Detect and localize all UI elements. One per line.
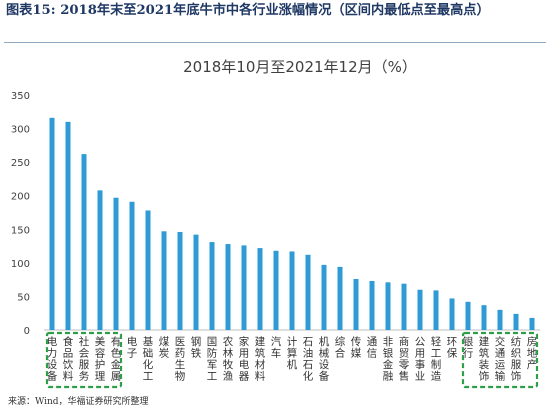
x-tick-label: 电子 (127, 335, 138, 360)
x-tick-label: 计算机 (287, 335, 298, 371)
x-tick-label: 非银金融 (383, 336, 394, 383)
bar (81, 154, 87, 330)
y-tick-label: 50 (17, 292, 30, 303)
x-tick-label: 银行 (463, 335, 474, 360)
x-tick-label: 钢铁 (191, 335, 202, 360)
y-tick-label: 100 (11, 259, 30, 270)
y-tick-label: 200 (11, 192, 30, 203)
bar (481, 305, 487, 330)
bar (497, 309, 503, 330)
x-tick-label: 通信 (367, 336, 378, 360)
highlight-box-top (45, 331, 123, 389)
source-note: 来源：Wind，华福证券研究所整理 (8, 397, 149, 407)
x-tick-label: 煤炭 (159, 335, 170, 360)
x-tick-label: 美容护理 (95, 335, 106, 383)
heading-divider (4, 42, 546, 43)
bar (273, 250, 279, 330)
x-tick-label: 机械设备 (319, 335, 330, 383)
bar (241, 245, 247, 330)
x-tick-label: 医药生物 (175, 336, 186, 383)
bar (65, 121, 71, 330)
bar (177, 231, 183, 330)
x-tick-label: 农林牧渔 (223, 335, 234, 383)
y-tick-label: 0 (24, 326, 30, 337)
bar (417, 289, 423, 330)
bar (305, 254, 311, 330)
bar (529, 317, 535, 330)
bar (449, 298, 455, 330)
bar (465, 301, 471, 330)
bar (161, 231, 167, 330)
bar (289, 251, 295, 330)
figure-title: 2018年末至2021年底牛市中各行业涨幅情况（区间内最低点至最高点） (60, 3, 490, 18)
bar (385, 282, 391, 330)
bar (113, 197, 119, 330)
highlight-boxes (45, 331, 539, 389)
x-tick-label: 基础化工 (143, 335, 154, 383)
bar (433, 290, 439, 330)
x-tick-label: 国防军工 (207, 336, 218, 383)
x-tick-label: 建筑材料 (255, 335, 266, 383)
x-tick-label: 电力设备 (47, 335, 58, 383)
bar (209, 242, 215, 330)
x-tick-label: 环保 (447, 336, 458, 360)
bar-series (49, 117, 535, 330)
bar (225, 244, 231, 330)
x-tick-label: 汽车 (271, 335, 282, 360)
x-tick-label: 建筑装饰 (479, 335, 490, 383)
x-tick-label: 轻工制造 (431, 335, 442, 383)
y-tick-label: 350 (11, 91, 30, 102)
x-tick-label: 商贸零售 (399, 335, 410, 383)
bar (513, 313, 519, 330)
x-axis-labels: 电力设备食品饮料社会服务美容护理有色金属电子基础化工煤炭医药生物钢铁国防军工农林… (47, 335, 538, 383)
y-tick-label: 150 (11, 225, 30, 236)
highlight-box-bottom (461, 331, 539, 389)
bar (129, 201, 135, 330)
bar (321, 264, 327, 330)
bar (369, 280, 375, 330)
y-tick-label: 250 (11, 158, 30, 169)
y-tick-label: 300 (11, 125, 30, 136)
x-tick-label: 食品饮料 (63, 335, 74, 383)
bar (97, 190, 103, 330)
figure-label: 图表15: (6, 3, 56, 18)
x-tick-label: 纺织服饰 (511, 335, 522, 383)
x-tick-label: 综合 (335, 335, 346, 360)
figure-heading: 图表15: 2018年末至2021年底牛市中各行业涨幅情况（区间内最低点至最高点… (6, 2, 544, 20)
x-tick-label: 公用事业 (415, 336, 426, 383)
x-tick-label: 石油石化 (303, 336, 314, 383)
bar (257, 248, 263, 330)
bar (49, 117, 55, 330)
bar (337, 266, 343, 330)
x-tick-label: 社会服务 (79, 335, 90, 383)
bar (193, 234, 199, 330)
x-tick-label: 有色金属 (111, 335, 122, 383)
x-tick-label: 家用电器 (239, 335, 250, 383)
x-tick-label: 传媒 (351, 336, 362, 360)
x-tick-label: 交通运输 (495, 335, 506, 383)
bar (401, 283, 407, 330)
x-tick-label: 房地产 (527, 335, 538, 371)
chart-title: 2018年10月至2021年12月（%） (183, 58, 417, 76)
bar (145, 210, 151, 330)
bar (353, 278, 359, 330)
